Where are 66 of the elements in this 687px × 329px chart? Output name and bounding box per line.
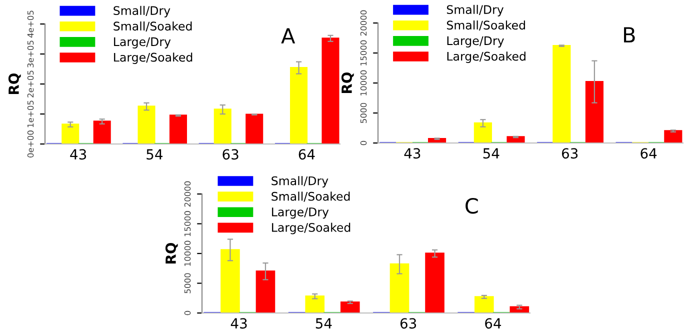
bar [305, 296, 325, 313]
bar [93, 120, 111, 144]
x-tick-label: 64 [298, 149, 315, 160]
legend-label: Small/Dry [114, 6, 170, 18]
legend-label: Small/Dry [446, 4, 504, 16]
y-tick-label: 0e+00 [27, 130, 34, 158]
bar [340, 301, 360, 313]
legend-label: Small/Soaked [272, 192, 350, 202]
bar [510, 306, 530, 313]
legend-label: Large/Soaked [447, 52, 526, 64]
bar [62, 124, 80, 144]
legend-label: Small/Dry [272, 176, 328, 188]
bar [322, 38, 340, 144]
bar [552, 44, 571, 143]
x-tick-label: 64 [640, 148, 657, 159]
legend-label: Large/Soaked [272, 222, 350, 234]
y-tick-label: 10000 [360, 70, 367, 96]
bar [664, 130, 682, 143]
legend-label: Small/Soaked [114, 21, 192, 32]
bar [290, 66, 308, 144]
bar [474, 296, 494, 313]
y-tick-label: 15000 [184, 211, 191, 236]
legend-label: Large/Dry [447, 36, 504, 48]
x-tick-label: 63 [400, 318, 416, 329]
y-tick-label: 0 [360, 140, 367, 146]
y-tick-label: 0 [184, 310, 191, 316]
y-axis-title: RQ [341, 72, 354, 93]
y-tick-label: 20000 [360, 10, 367, 36]
y-tick-label: 5000 [360, 102, 367, 123]
bar [246, 114, 264, 144]
x-tick-label: 43 [70, 149, 86, 160]
legend-label: Small/Soaked [446, 20, 525, 31]
bar [256, 270, 276, 313]
y-tick-label: 20000 [184, 181, 191, 207]
bar [425, 252, 444, 313]
x-tick-label: 54 [316, 318, 332, 329]
y-tick-label: 4e+05 [27, 10, 34, 38]
x-tick-label: 54 [483, 148, 500, 159]
y-tick-label: 10000 [184, 240, 191, 266]
bar [585, 80, 604, 143]
x-tick-label: 43 [230, 318, 247, 329]
bar [220, 249, 240, 313]
x-tick-label: 43 [404, 148, 420, 159]
y-tick-label: 5000 [184, 273, 191, 294]
x-tick-label: 54 [146, 149, 162, 160]
x-tick-label: 63 [562, 148, 578, 159]
x-tick-label: 64 [485, 318, 502, 329]
y-tick-label: 15000 [360, 40, 367, 66]
y-tick-label: 3e+05 [27, 40, 34, 68]
bar [214, 108, 232, 144]
legend-label: Large/Soaked [114, 52, 192, 64]
bar [138, 106, 156, 144]
chart-title: A [281, 28, 296, 44]
bar [390, 263, 410, 313]
bar [506, 136, 525, 143]
bar [169, 114, 187, 144]
legend-label: Large/Dry [114, 37, 171, 48]
y-axis-title: RQ [165, 242, 178, 264]
legend-label: Large/Dry [272, 208, 329, 219]
bar [474, 122, 492, 143]
y-tick-label: 1e+05 [27, 100, 34, 128]
y-axis-title: RQ [8, 73, 21, 94]
y-tick-label: 2e+05 [27, 70, 34, 98]
chart-title: C [466, 198, 478, 214]
chart-title: B [624, 27, 635, 42]
x-tick-label: 63 [222, 149, 238, 160]
